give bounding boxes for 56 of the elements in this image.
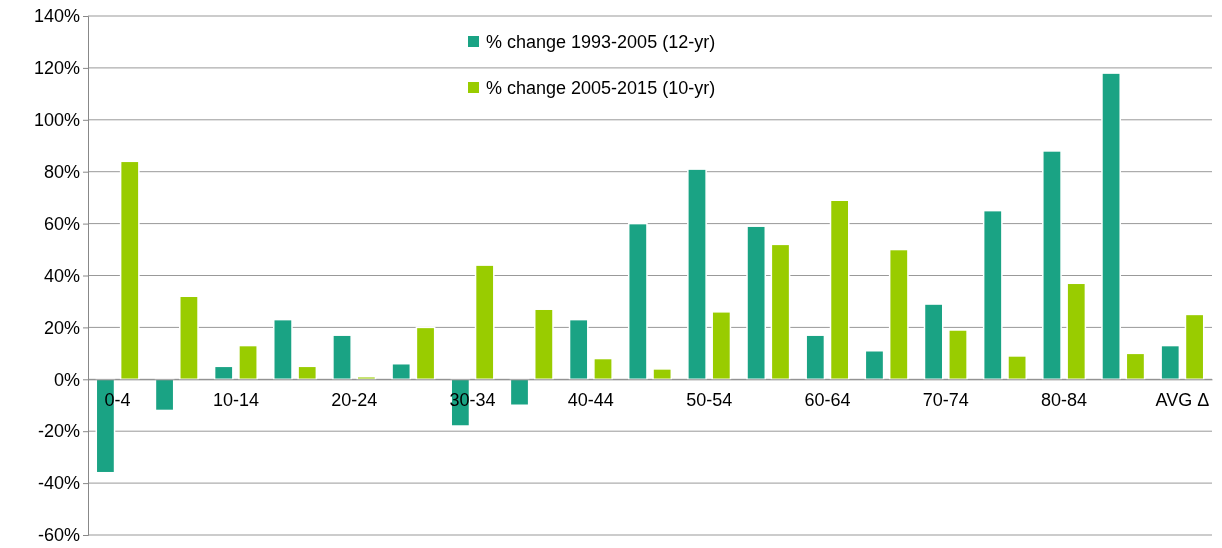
bar [273, 318, 293, 381]
bar [213, 365, 234, 381]
bar [1101, 72, 1121, 381]
bar [805, 334, 826, 381]
bar [652, 368, 673, 381]
y-tick-label: -60% [37, 525, 80, 546]
bar [297, 365, 318, 381]
bar [888, 248, 909, 381]
x-tick-label: 70-74 [922, 389, 969, 410]
y-tick-label: 60% [43, 213, 80, 234]
y-tick-label: 100% [33, 110, 80, 131]
bar [593, 357, 613, 381]
y-tick-label: 120% [33, 58, 80, 79]
bar [1007, 355, 1027, 381]
y-tick-label: -40% [37, 473, 80, 494]
bar [332, 334, 352, 381]
bar [829, 199, 850, 381]
bar [1160, 344, 1181, 381]
bar [746, 225, 767, 381]
x-tick-label: 20-24 [331, 389, 378, 410]
y-tick-label: 40% [43, 265, 80, 286]
y-tick-label: -20% [37, 421, 80, 442]
x-tick-label: 50-54 [686, 389, 733, 410]
bar [1042, 150, 1062, 381]
y-tick-label: 140% [33, 6, 80, 27]
legend-label: % change 2005-2015 (10-yr) [486, 78, 716, 98]
bar [627, 222, 648, 381]
bar [687, 168, 707, 381]
bar [948, 329, 968, 381]
bar [533, 308, 554, 381]
bar [509, 378, 530, 406]
x-tick-label: 40-44 [567, 389, 614, 410]
bar [711, 311, 732, 381]
bar [982, 209, 1003, 381]
y-tick-label: 20% [43, 317, 80, 338]
bar [119, 160, 140, 381]
bar [923, 303, 944, 381]
bar [415, 326, 436, 381]
bar [154, 378, 175, 412]
bar [770, 243, 791, 381]
x-tick-label: 60-64 [804, 389, 851, 410]
bar [1184, 313, 1205, 381]
bar [1066, 282, 1087, 381]
bar [864, 350, 885, 381]
bar [568, 318, 589, 381]
bar [474, 264, 495, 381]
y-tick-label: 80% [43, 161, 80, 182]
bar [238, 344, 258, 381]
y-tick-label: 0% [53, 369, 80, 390]
x-tick-label: AVG Δ [1155, 389, 1210, 410]
bar [179, 295, 199, 381]
x-tick-label: 80-84 [1041, 389, 1088, 410]
legend-label: % change 1993-2005 (12-yr) [486, 32, 716, 52]
x-tick-label: 10-14 [212, 389, 259, 410]
bar [391, 362, 412, 381]
bar [1125, 352, 1146, 381]
